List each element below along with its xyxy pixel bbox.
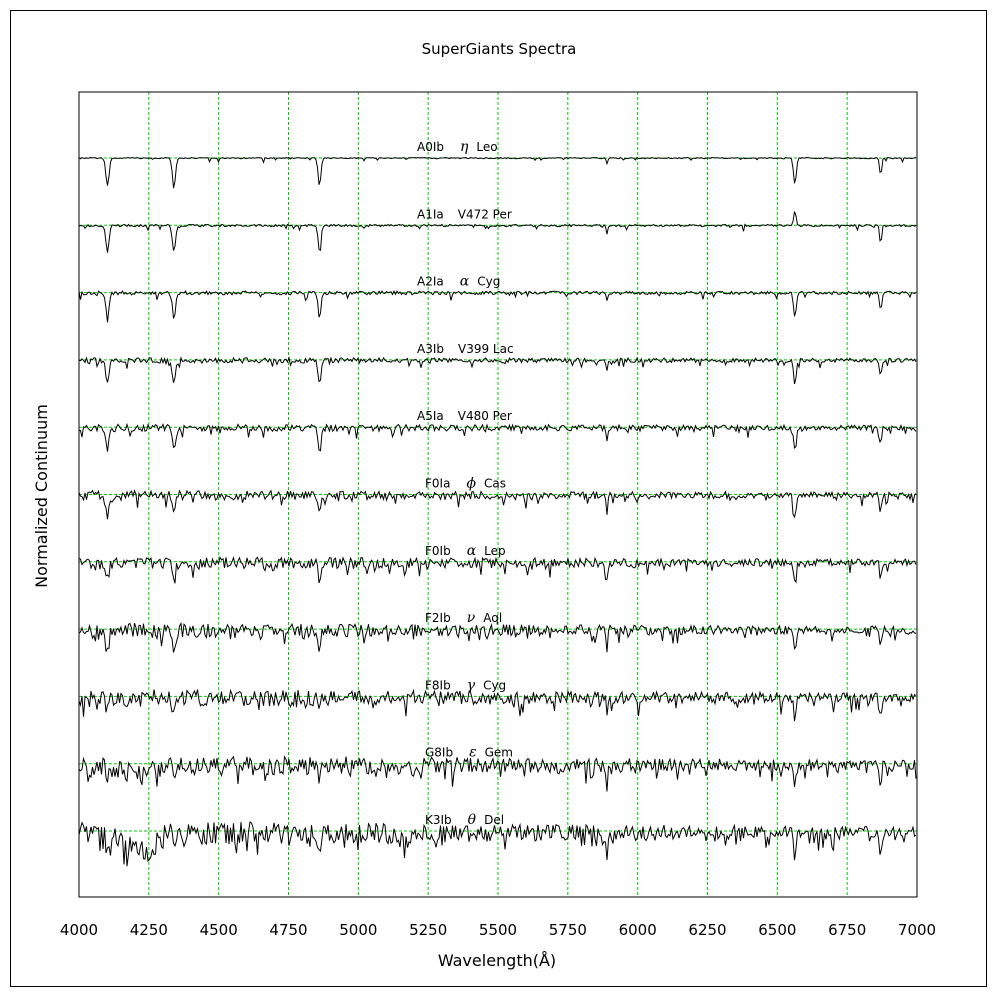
spectrum-label: A0Ib η Leo	[417, 139, 498, 155]
spectral-type: F0Ib	[425, 544, 451, 558]
spectrum-label: K3Ib θ Del	[425, 812, 504, 828]
spectrum-label: A3Ib V399 Lac	[417, 342, 514, 356]
spectrum-label: F2Ib ν Aql	[425, 610, 502, 626]
x-tick-label: 6250	[688, 921, 726, 939]
spectral-type: K3Ib	[425, 813, 452, 827]
spectrum-label: A1Ia V472 Per	[417, 207, 512, 221]
x-tick-label: 7000	[898, 921, 936, 939]
spectral-type: A2Ia	[417, 275, 444, 289]
spectrum-line	[78, 621, 917, 653]
greek-letter: α	[467, 543, 477, 559]
star-name: V399 Lac	[458, 342, 514, 356]
greek-letter: α	[460, 274, 470, 290]
x-tick-label: 5500	[479, 921, 517, 939]
spectrum-line	[78, 422, 917, 452]
spectrum-label: G8Ib ε Gem	[425, 745, 513, 761]
x-tick-label: 5750	[549, 921, 587, 939]
spectrum-label: F0Ia ϕ Cas	[425, 476, 506, 492]
star-name: Leo	[476, 140, 497, 154]
spectral-type: G8Ib	[425, 746, 453, 760]
x-axis-label: Wavelength(Å)	[438, 951, 556, 970]
star-name: V480 Per	[458, 409, 512, 423]
star-name: Cas	[484, 477, 506, 491]
spectrum-line	[78, 688, 917, 722]
x-tick-label: 4250	[130, 921, 168, 939]
star-name: Lep	[484, 544, 505, 558]
x-tick-label: 6750	[828, 921, 866, 939]
star-name: Gem	[485, 746, 513, 760]
star-name: V472 Per	[458, 207, 512, 221]
greek-letter: η	[460, 139, 469, 155]
spectrum-line	[78, 821, 917, 867]
spectrum-line	[78, 356, 917, 385]
star-name: Cyg	[483, 678, 506, 692]
spectrum-line	[78, 290, 917, 323]
x-tick-label: 5000	[339, 921, 377, 939]
x-tick-label: 6500	[758, 921, 796, 939]
y-axis-label: Normalized Continuum	[32, 404, 51, 588]
spectral-type: F8Ib	[425, 678, 451, 692]
spectrum-label: A5Ia V480 Per	[417, 409, 512, 423]
spectrum-line	[78, 755, 917, 792]
x-tick-label: 4750	[269, 921, 307, 939]
greek-letter: ε	[469, 745, 477, 761]
spectrum-label: F8Ib γ Cyg	[425, 677, 506, 693]
spectral-type: A0Ib	[417, 140, 444, 154]
spectrum-label: A2Ia α Cyg	[417, 274, 500, 290]
x-tick-label: 6000	[619, 921, 657, 939]
plot-area-border	[78, 91, 918, 898]
spectral-type: A3Ib	[417, 342, 444, 356]
spectrum-line	[78, 211, 917, 253]
greek-letter: γ	[467, 677, 476, 693]
star-name: Cyg	[477, 275, 500, 289]
spectrum-label: F0Ib α Lep	[425, 543, 506, 559]
spectrum-line	[78, 156, 917, 189]
greek-letter: θ	[468, 812, 477, 828]
spectral-type: A1Ia	[417, 207, 444, 221]
x-tick-label: 5250	[409, 921, 447, 939]
greek-letter: ϕ	[466, 476, 476, 492]
spectral-type: F2Ib	[425, 611, 451, 625]
spectra-series: A0Ib η Leo A1Ia V472 Per A2Ia α Cyg A3Ib V399 Lac…	[78, 139, 917, 867]
spectral-type: F0Ia	[425, 477, 450, 491]
x-tick-labels: 4000 4250 4500 4750 5000 5250 5500 5750 6000 6250…	[60, 921, 936, 939]
figure-frame	[10, 10, 987, 987]
x-tick-label: 4500	[200, 921, 238, 939]
greek-letter: ν	[467, 610, 476, 626]
spectrum-line	[78, 489, 917, 520]
x-tick-label: 4000	[60, 921, 98, 939]
spectral-type: A5Ia	[417, 409, 444, 423]
chart-title: SuperGiants Spectra	[422, 40, 577, 58]
spectrum-line	[78, 555, 917, 584]
star-name: Del	[484, 813, 504, 827]
star-name: Aql	[483, 611, 502, 625]
